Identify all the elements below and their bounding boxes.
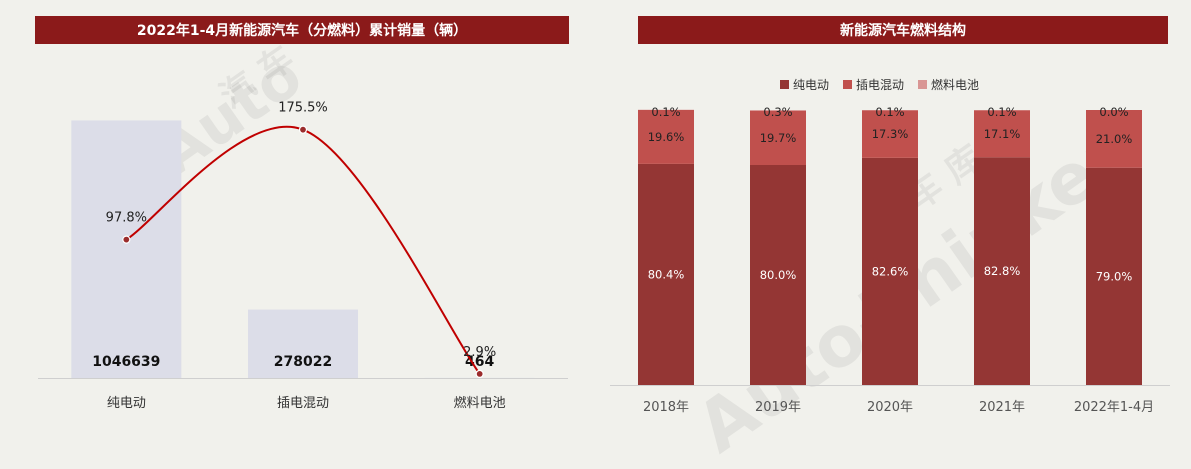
segment-value-label: 19.7% [760,131,797,145]
segment-value-label: 80.4% [648,267,685,281]
growth-label: 2.9% [463,345,496,360]
segment-value-label: 21.0% [1096,132,1133,146]
growth-label: 97.8% [106,211,147,226]
left-chart-plot: 纯电动1046639插电混动278022燃料电池46497.8%175.5%2.… [0,0,590,428]
segment-value-label: 17.1% [984,127,1021,141]
growth-label: 175.5% [278,101,328,116]
right-chart-panel: Auto-Thinker 车 库 新能源汽车燃料结构 纯电动 插电混动 燃料电池… [600,0,1191,428]
segment-value-label: 0.3% [763,105,792,119]
x-tick-label: 2020年 [867,400,913,415]
x-tick-label: 燃料电池 [454,395,506,411]
segment-value-label: 0.1% [987,105,1016,119]
x-tick-label: 2019年 [755,400,801,415]
right-chart-plot: 80.4% 19.6% 0.1% 2018年 80.0% 19.7% 0.3% 2019年 82… [600,0,1191,428]
x-tick-label: 插电混动 [277,396,329,411]
segment-value-label: 0.1% [651,105,680,119]
x-tick-label: 纯电动 [107,396,146,411]
segment-value-label: 79.0% [1096,269,1133,283]
segment-value-label: 0.0% [1099,105,1128,119]
bar-value-label: 1046639 [92,354,160,370]
growth-point [476,370,483,377]
growth-point [123,236,130,243]
x-tick-label: 2022年1-4月 [1074,400,1154,415]
bar-value-label: 278022 [274,354,332,370]
x-tick-label: 2021年 [979,400,1025,415]
x-tick-label: 2018年 [643,400,689,415]
segment-value-label: 17.3% [872,127,909,141]
segment-value-label: 19.6% [648,130,685,144]
segment-value-label: 0.1% [875,105,904,119]
segment-value-label: 80.0% [760,268,797,282]
segment-value-label: 82.6% [872,264,909,278]
sales-bar [71,120,181,378]
growth-point [300,126,307,133]
segment-value-label: 82.8% [984,264,1021,278]
